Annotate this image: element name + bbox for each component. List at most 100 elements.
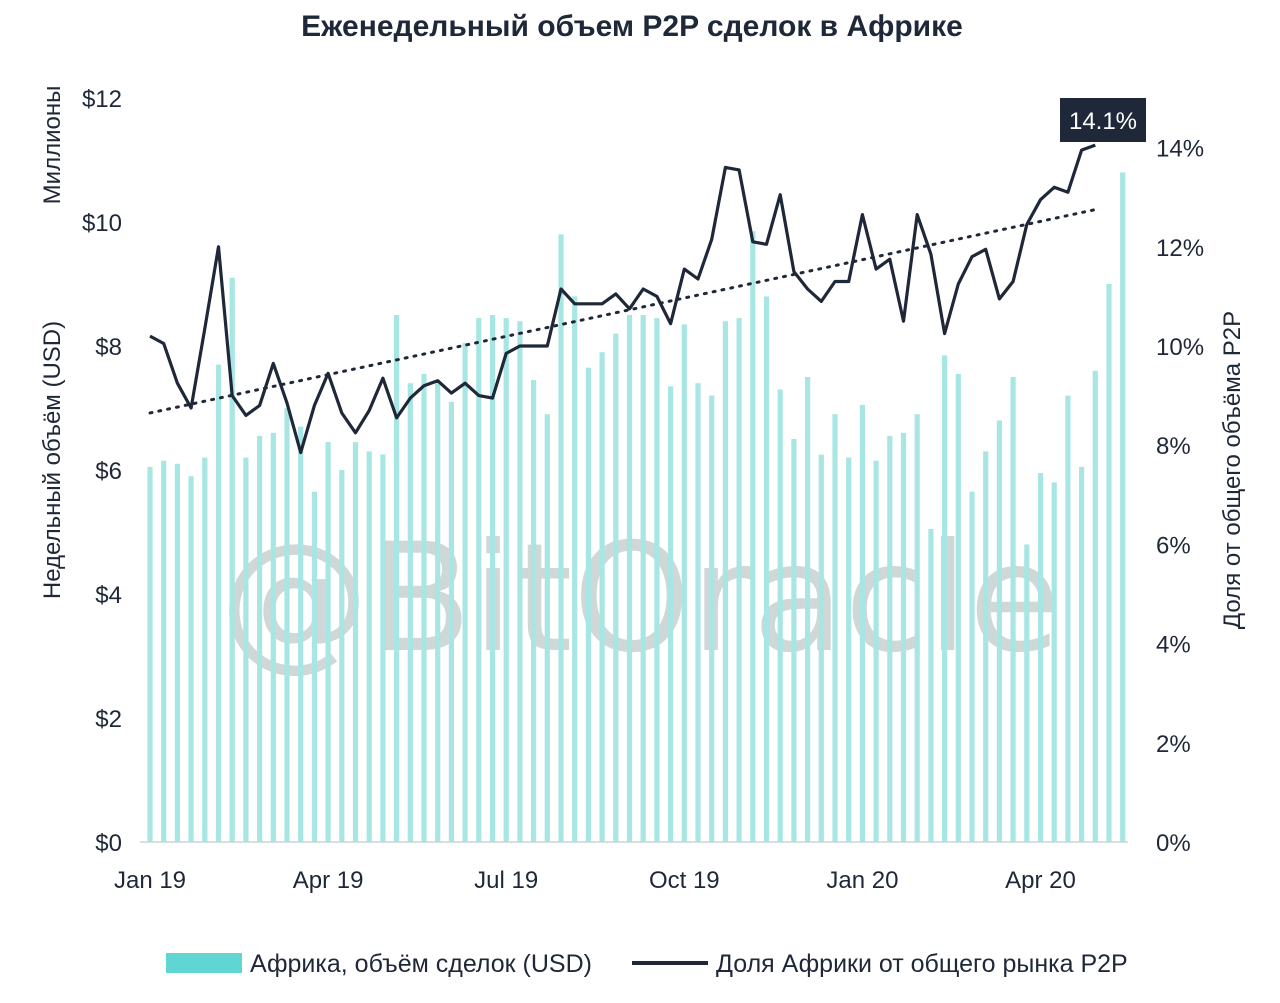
bar [462, 342, 468, 842]
bar [394, 315, 400, 842]
bar [1079, 466, 1085, 842]
share-line [149, 143, 1096, 455]
trendline [148, 208, 1097, 415]
bar [654, 318, 660, 843]
bar [750, 231, 756, 843]
bar [983, 451, 989, 842]
bar [928, 528, 934, 842]
bar [613, 333, 619, 842]
left-axis-label: Недельный объём (USD) [39, 321, 66, 599]
bar [270, 432, 276, 842]
bar [791, 439, 797, 842]
left-tick-label: $6 [95, 458, 122, 485]
left-tick-label: $4 [95, 582, 122, 609]
left-tick-label: $12 [82, 86, 122, 113]
end-value-callout: 14.1% [1060, 98, 1146, 142]
left-tick-label: $2 [95, 706, 122, 733]
bar [777, 389, 783, 842]
left-tick-label: $0 [95, 830, 122, 857]
right-axis-ticks: 0% 2% 4% 6% 8% 10% 12% 14% [1156, 136, 1204, 857]
bar [284, 408, 290, 842]
left-axis-ticks: $0 $2 $4 $6 $8 $10 $12 [82, 86, 122, 857]
bar [572, 296, 578, 842]
right-tick-label: 10% [1156, 334, 1204, 361]
bar [736, 318, 742, 843]
bar [147, 466, 153, 842]
bar [914, 414, 920, 842]
bar [668, 386, 674, 842]
watermark: @BitOracle [219, 512, 1060, 686]
right-tick-label: 8% [1156, 433, 1191, 460]
chart-title: Еженедельный объем P2P сделок в Африке [301, 10, 963, 43]
x-tick-label: Jan 19 [114, 867, 186, 894]
bar [722, 321, 728, 842]
bar [161, 460, 167, 842]
bar-series [147, 172, 1126, 843]
bar [996, 420, 1002, 842]
right-tick-label: 2% [1156, 731, 1191, 758]
x-tick-label: Apr 20 [1005, 867, 1076, 894]
line-series [149, 143, 1096, 455]
trendline-path [148, 208, 1097, 415]
right-tick-label: 6% [1156, 532, 1191, 559]
bar [243, 457, 249, 842]
bar [626, 315, 633, 842]
right-tick-label: 14% [1156, 136, 1204, 163]
callout-box [1060, 98, 1146, 142]
bar [339, 470, 345, 842]
bar [942, 355, 948, 842]
bar [681, 324, 687, 842]
bar [448, 401, 454, 842]
bar [380, 454, 386, 842]
right-tick-label: 0% [1156, 830, 1191, 857]
bar [311, 491, 317, 842]
bar [763, 296, 770, 842]
x-tick-label: Jan 20 [826, 867, 898, 894]
x-tick-label: Apr 19 [293, 867, 364, 894]
bar [202, 457, 208, 842]
right-axis-label: Доля от общего объёма P2P [1219, 311, 1246, 629]
bar [476, 318, 482, 843]
legend-label-share: Доля Африки от общего рынка P2P [716, 950, 1128, 978]
bar [215, 364, 222, 842]
bar [366, 451, 372, 842]
bar [531, 380, 537, 842]
bar [421, 373, 427, 842]
bar [887, 435, 893, 842]
bar [640, 315, 646, 842]
bar [174, 463, 180, 842]
bar [407, 383, 413, 842]
bar [832, 414, 838, 842]
bar [818, 454, 824, 842]
bar [229, 277, 235, 842]
bar [517, 321, 523, 842]
right-tick-label: 12% [1156, 235, 1204, 262]
left-axis-unit: Миллионы [39, 86, 66, 205]
watermark-text: @BitOracle [219, 512, 1060, 686]
x-axis-ticks: Jan 19 Apr 19 Jul 19 Oct 19 Jan 20 Apr 20 [114, 867, 1076, 894]
bar [1037, 473, 1044, 842]
bar [1092, 370, 1098, 842]
bar [955, 373, 961, 842]
bar [709, 395, 715, 842]
bar [873, 460, 879, 842]
bar [188, 476, 194, 842]
bar [257, 435, 263, 842]
legend-label-volume: Африка, объём сделок (USD) [250, 950, 592, 978]
bar [352, 442, 359, 842]
x-tick-label: Jul 19 [474, 867, 538, 894]
bar [585, 367, 591, 842]
bar [695, 383, 701, 842]
bar [599, 352, 605, 842]
bar [544, 414, 550, 842]
bar [489, 315, 496, 842]
left-tick-label: $8 [95, 334, 122, 361]
bar [298, 426, 304, 842]
legend: Африка, объём сделок (USD) Доля Африки о… [166, 950, 1128, 978]
bar [1106, 284, 1112, 842]
right-tick-label: 4% [1156, 632, 1191, 659]
bar [1065, 395, 1071, 842]
bar [503, 318, 509, 843]
bar [1024, 544, 1030, 842]
